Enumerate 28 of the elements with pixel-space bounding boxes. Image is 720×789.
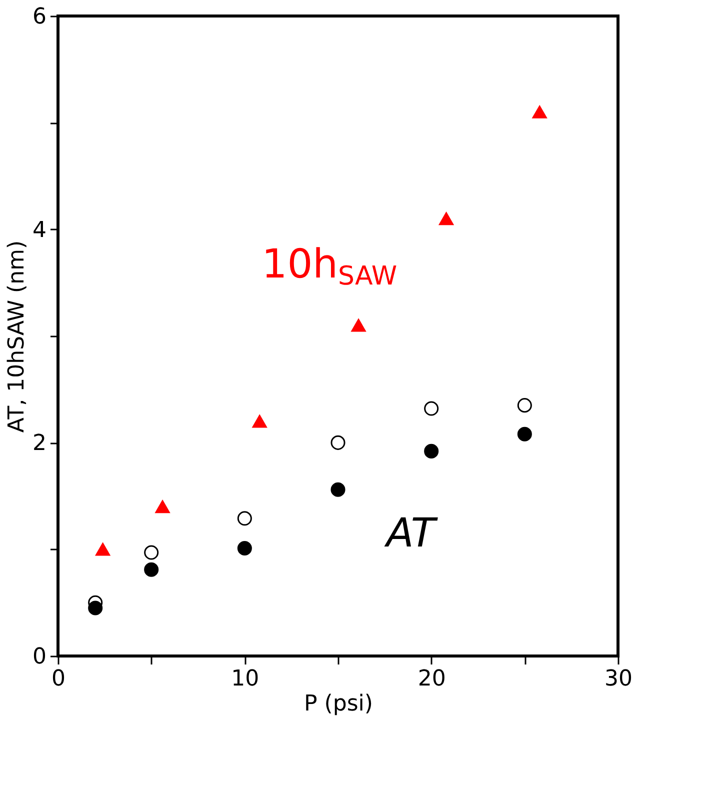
- point: [439, 212, 454, 226]
- y-tick-label: 6: [32, 4, 46, 30]
- point: [252, 414, 267, 428]
- point: [517, 426, 532, 442]
- point: [532, 106, 547, 118]
- x-tick-label: 20: [418, 666, 446, 692]
- y-tick-label: 2: [32, 431, 46, 456]
- y-axis-title: AT, 10hSAW (nm): [4, 240, 30, 433]
- x-axis-title: P (psi): [304, 692, 373, 716]
- point: [96, 542, 110, 556]
- y-tick-label: 0: [32, 644, 46, 670]
- point: [237, 541, 252, 556]
- point: [237, 511, 252, 526]
- y-tick-label: 4: [32, 218, 46, 243]
- point: [424, 401, 439, 416]
- x-tick-label: 30: [604, 666, 632, 692]
- x-tick-label: 10: [231, 666, 260, 692]
- x-tick-label: 0: [52, 666, 66, 692]
- point: [351, 318, 366, 332]
- point: [144, 545, 159, 560]
- point: [144, 562, 159, 577]
- point: [424, 444, 439, 458]
- point: [88, 600, 103, 616]
- point: [330, 435, 346, 450]
- point: [517, 398, 532, 413]
- annotation: AT: [383, 510, 439, 556]
- point: [155, 500, 170, 514]
- point: [330, 482, 346, 497]
